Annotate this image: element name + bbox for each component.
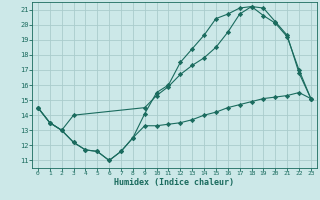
X-axis label: Humidex (Indice chaleur): Humidex (Indice chaleur) bbox=[115, 178, 234, 187]
